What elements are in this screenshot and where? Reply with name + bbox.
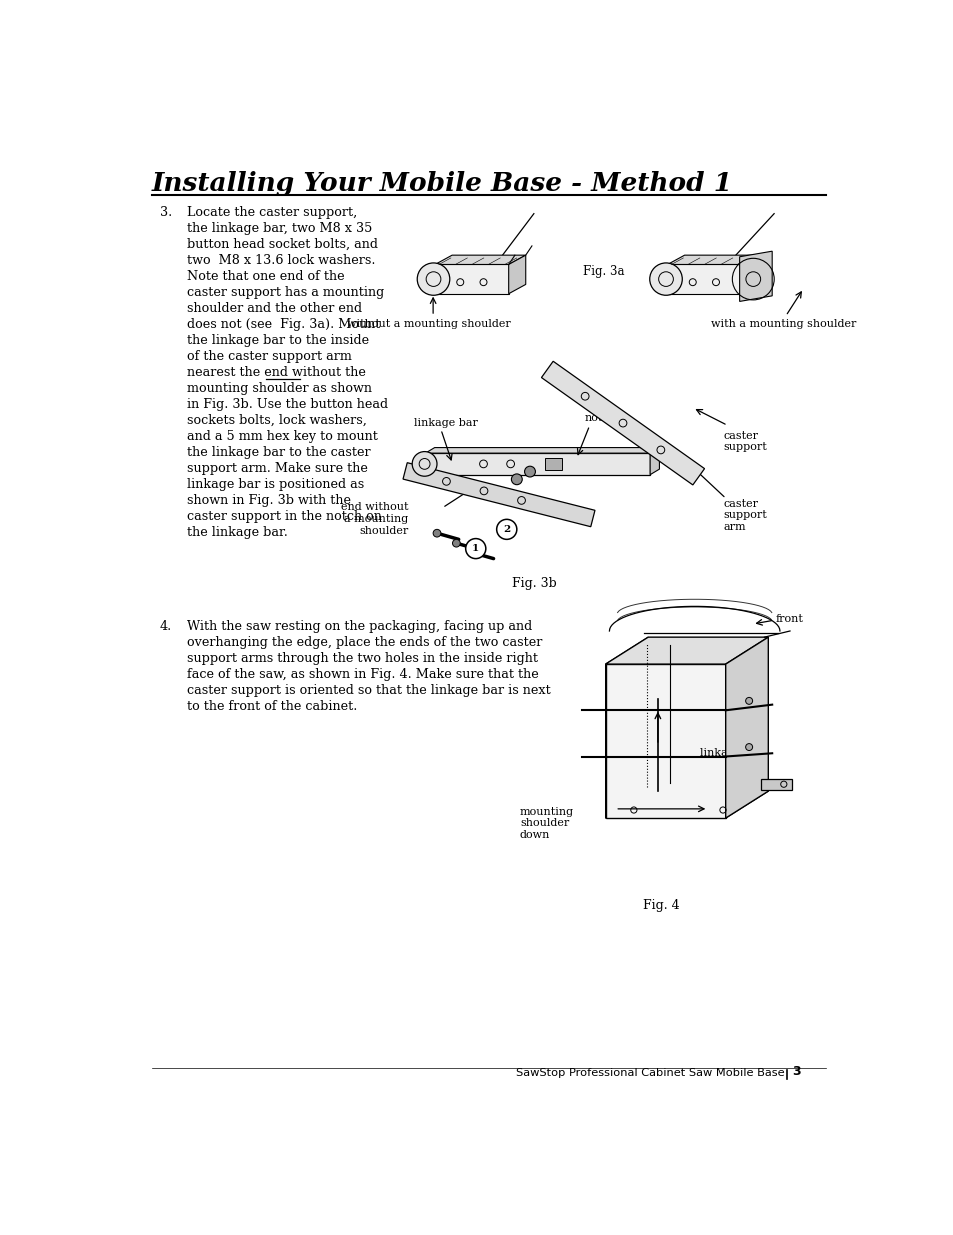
- Text: shown in Fig. 3b with the: shown in Fig. 3b with the: [187, 494, 351, 508]
- Polygon shape: [605, 637, 647, 818]
- Circle shape: [452, 540, 459, 547]
- Text: notch: notch: [583, 412, 616, 424]
- Text: face of the saw, as shown in Fig. 4. Make sure that the: face of the saw, as shown in Fig. 4. Mak…: [187, 668, 538, 682]
- Polygon shape: [544, 458, 561, 469]
- Text: in Fig. 3b. Use the button head: in Fig. 3b. Use the button head: [187, 398, 388, 411]
- Polygon shape: [435, 264, 508, 294]
- Polygon shape: [740, 256, 758, 294]
- Text: 2: 2: [502, 525, 510, 534]
- Circle shape: [497, 520, 517, 540]
- Circle shape: [416, 263, 449, 295]
- Circle shape: [649, 263, 681, 295]
- Text: button head socket bolts, and: button head socket bolts, and: [187, 238, 378, 251]
- Text: without a mounting shoulder: without a mounting shoulder: [347, 319, 511, 330]
- Polygon shape: [508, 256, 525, 294]
- Circle shape: [433, 530, 440, 537]
- Circle shape: [511, 474, 521, 484]
- Polygon shape: [667, 256, 758, 264]
- Polygon shape: [725, 637, 767, 818]
- Text: 3.: 3.: [159, 206, 172, 219]
- Text: Note that one end of the: Note that one end of the: [187, 270, 345, 283]
- Text: 3: 3: [791, 1065, 800, 1078]
- Text: SawStop Professional Cabinet Saw Mobile Base: SawStop Professional Cabinet Saw Mobile …: [515, 1067, 783, 1078]
- Text: of the caster support arm: of the caster support arm: [187, 350, 352, 363]
- Polygon shape: [435, 256, 525, 264]
- Text: With the saw resting on the packaging, facing up and: With the saw resting on the packaging, f…: [187, 620, 532, 634]
- Text: Fig. 3a: Fig. 3a: [582, 264, 623, 278]
- Text: caster support in the notch on: caster support in the notch on: [187, 510, 382, 524]
- Polygon shape: [760, 779, 791, 789]
- Text: to the front of the cabinet.: to the front of the cabinet.: [187, 700, 357, 714]
- Text: overhanging the edge, place the ends of the two caster: overhanging the edge, place the ends of …: [187, 636, 542, 650]
- Text: Fig. 3b: Fig. 3b: [511, 577, 556, 590]
- Circle shape: [745, 743, 752, 751]
- Text: the linkage bar to the inside: the linkage bar to the inside: [187, 335, 369, 347]
- Polygon shape: [667, 264, 740, 294]
- Circle shape: [412, 452, 436, 477]
- Polygon shape: [605, 792, 767, 818]
- Text: support arms through the two holes in the inside right: support arms through the two holes in th…: [187, 652, 537, 666]
- Circle shape: [745, 698, 752, 704]
- Polygon shape: [605, 637, 767, 664]
- Text: and a 5 mm hex key to mount: and a 5 mm hex key to mount: [187, 430, 378, 443]
- Text: sockets bolts, lock washers,: sockets bolts, lock washers,: [187, 414, 367, 427]
- Polygon shape: [739, 251, 771, 301]
- Text: Locate the caster support,: Locate the caster support,: [187, 206, 357, 219]
- Circle shape: [465, 538, 485, 558]
- Text: does not (see  Fig. 3a). Mount: does not (see Fig. 3a). Mount: [187, 319, 380, 331]
- Text: linkage bar: linkage bar: [414, 417, 477, 427]
- Text: mounting
shoulder
down: mounting shoulder down: [519, 806, 574, 840]
- Polygon shape: [649, 447, 659, 474]
- Text: caster support has a mounting: caster support has a mounting: [187, 287, 384, 299]
- Text: mounting shoulder as shown: mounting shoulder as shown: [187, 382, 372, 395]
- Text: caster support is oriented so that the linkage bar is next: caster support is oriented so that the l…: [187, 684, 551, 698]
- Text: support arm. Make sure the: support arm. Make sure the: [187, 462, 368, 475]
- Text: two  M8 x 13.6 lock washers.: two M8 x 13.6 lock washers.: [187, 254, 375, 267]
- Text: shoulder and the other end: shoulder and the other end: [187, 303, 362, 315]
- Circle shape: [468, 548, 476, 556]
- Text: 4.: 4.: [159, 620, 172, 634]
- Polygon shape: [605, 664, 725, 818]
- Text: linkage bar is positioned as: linkage bar is positioned as: [187, 478, 364, 492]
- Text: 1: 1: [472, 545, 478, 553]
- Text: with a mounting shoulder: with a mounting shoulder: [710, 319, 855, 330]
- Text: end without
a mounting
shoulder: end without a mounting shoulder: [340, 503, 408, 536]
- Text: nearest the end without the: nearest the end without the: [187, 366, 366, 379]
- Polygon shape: [425, 447, 659, 453]
- Text: caster
support
arm: caster support arm: [723, 499, 767, 532]
- Text: the linkage bar, two M8 x 35: the linkage bar, two M8 x 35: [187, 222, 373, 235]
- Text: caster
support: caster support: [723, 431, 767, 452]
- Text: nearest the end: nearest the end: [187, 366, 293, 379]
- Text: Installing Your Mobile Base - Method 1: Installing Your Mobile Base - Method 1: [152, 172, 732, 196]
- Text: linkage bar: linkage bar: [700, 747, 763, 757]
- Text: front: front: [775, 615, 802, 625]
- Text: the linkage bar.: the linkage bar.: [187, 526, 288, 540]
- Polygon shape: [402, 463, 595, 526]
- Text: the linkage bar to the caster: the linkage bar to the caster: [187, 446, 371, 459]
- Text: Fig. 4: Fig. 4: [642, 899, 679, 911]
- Polygon shape: [425, 453, 649, 474]
- Circle shape: [524, 466, 535, 477]
- Polygon shape: [541, 362, 704, 485]
